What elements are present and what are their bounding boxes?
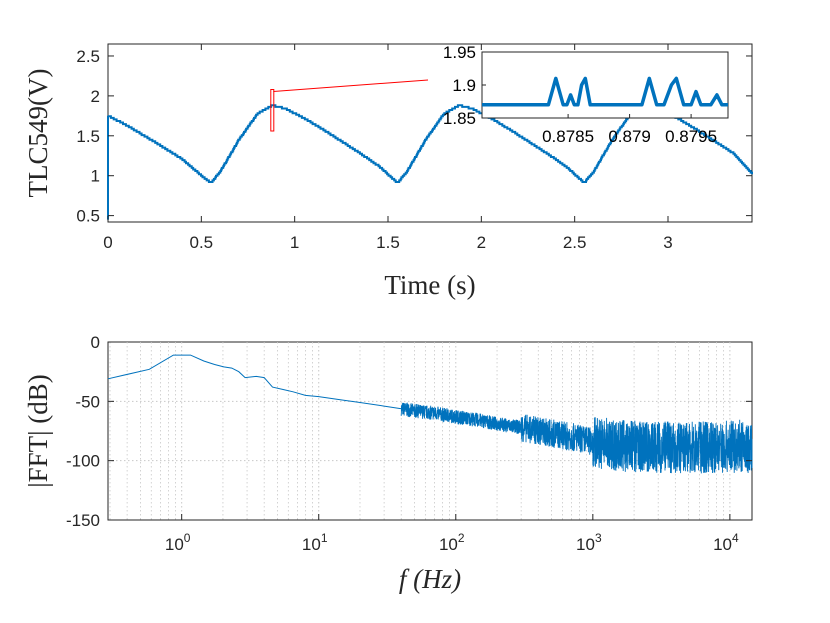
- zoom-connector: [273, 79, 429, 92]
- fft-ytick-label: 0: [91, 333, 100, 352]
- time-ytick-label: 1.5: [76, 127, 100, 146]
- inset-xtick-label: 0.8795: [665, 127, 717, 146]
- inset-ytick-label: 1.85: [443, 109, 476, 128]
- inset-ytick-label: 1.9: [452, 76, 476, 95]
- time-xtick-label: 2.5: [563, 233, 587, 252]
- time-xtick-label: 2: [477, 233, 486, 252]
- inset-xtick-label: 0.879: [608, 127, 651, 146]
- zoom-box: [270, 89, 275, 132]
- time-xtick-label: 0.5: [190, 233, 214, 252]
- time-xtick-label: 1.5: [376, 233, 400, 252]
- fft-ytick-label: -100: [66, 452, 100, 471]
- time-xtick-label: 3: [663, 233, 672, 252]
- inset-series-line: [482, 76, 729, 107]
- inset-axes-box: [481, 51, 729, 119]
- time-ytick-label: 2: [91, 87, 100, 106]
- fft-xtick-label: 100: [165, 531, 191, 554]
- time-ytick-label: 1: [91, 167, 100, 186]
- time-ylabel: TLC549(V): [23, 69, 53, 198]
- fft-plot: 100 101 102 103 104 0 -50 -100 -150 f (Hz) |FFT…: [23, 333, 753, 594]
- time-domain-plot: 0 0.5 1 1.5 2 2.5 3 0.511.522.5 Time (s) TLC54…: [23, 43, 753, 300]
- inset-plot: 0.8785 0.879 0.8795 1.85 1.9 1.95: [443, 43, 729, 146]
- fft-series-line: [107, 354, 415, 412]
- fft-ylabel: |FFT| (dB): [23, 374, 53, 488]
- fft-xlabel-text: f (Hz): [399, 564, 461, 594]
- time-ytick-label: 2.5: [76, 47, 100, 66]
- time-ytick-label: 0.5: [76, 207, 100, 226]
- fft-xtick-label: 103: [576, 531, 602, 554]
- fft-noise-band: [400, 402, 753, 474]
- time-xtick-label: 0: [103, 233, 112, 252]
- fft-ytick-label: -50: [75, 392, 100, 411]
- inset-ytick-label: 1.95: [443, 43, 476, 62]
- time-xtick-label: 1: [290, 233, 299, 252]
- fft-xtick-label: 104: [713, 531, 739, 554]
- fft-xtick-label: 102: [439, 531, 465, 554]
- inset-xtick-label: 0.8785: [542, 127, 594, 146]
- fft-xlabel: f (Hz): [399, 564, 461, 594]
- fft-ytick-label: -150: [66, 511, 100, 530]
- time-xlabel: Time (s): [384, 270, 475, 300]
- fft-xtick-label: 101: [302, 531, 328, 554]
